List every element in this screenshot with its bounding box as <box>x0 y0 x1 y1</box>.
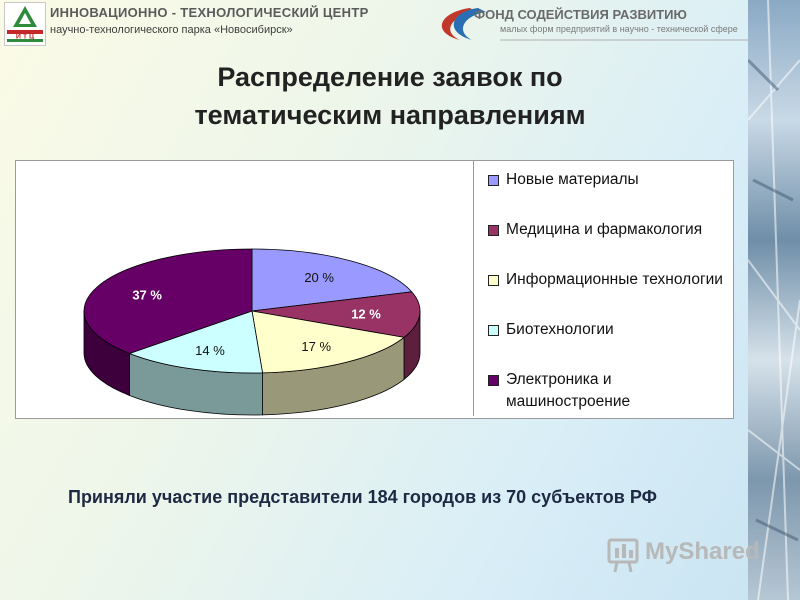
legend-label: Медицина и фармакология <box>506 221 703 238</box>
legend-swatch <box>488 325 499 336</box>
legend-swatch <box>488 225 499 236</box>
decorative-side-image <box>748 0 800 600</box>
itc-logo: И Т Ц <box>4 2 46 46</box>
fund-logo-swoosh <box>441 8 748 41</box>
legend-swatch <box>488 375 499 386</box>
logo-lettering: И Т Ц <box>16 34 35 41</box>
slide-title-line-2: тематическим направлениям <box>194 100 586 130</box>
myshared-watermark-text: MyShared <box>645 538 760 565</box>
pie-slice-информационные-технологии <box>251 310 405 374</box>
data-label-электроника-и-машиностроение: 37 % <box>132 287 162 302</box>
pie-slice-новые-материалы <box>251 248 413 312</box>
legend-label: Электроника и машиностроение <box>506 371 631 410</box>
fund-title: ФОНД СОДЕЙСТВИЯ РАЗВИТИЮ <box>474 7 687 22</box>
legend-label: Новые материалы <box>506 171 639 188</box>
myshared-watermark-icon <box>607 538 639 573</box>
pie-slice-биотехнологии <box>128 310 264 374</box>
data-label-информационные-технологии: 17 % <box>301 339 331 354</box>
pie-slice-медицина-и-фармакология <box>251 291 421 338</box>
organization-title: ИННОВАЦИОННО - ТЕХНОЛОГИЧЕСКИЙ ЦЕНТР <box>50 5 369 20</box>
legend-label: Информационные технологии <box>506 271 723 288</box>
slide-title: Распределение заявок по тематическим нап… <box>110 58 670 134</box>
data-label-биотехнологии: 14 % <box>195 343 225 358</box>
data-label-новые-материалы: 20 % <box>304 270 334 285</box>
footer-summary: Приняли участие представители 184 городо… <box>68 487 657 507</box>
chart-legend: Новые материалы Медицина и фармакология Ин… <box>473 161 732 416</box>
data-label-медицина-и-фармакология: 12 % <box>351 307 381 322</box>
header: И Т Ц ИННОВАЦИОННО - ТЕХНОЛОГИЧЕСКИЙ ЦЕН… <box>0 0 800 46</box>
legend-swatch <box>488 275 499 286</box>
fund-subtitle: малых форм предприятий в научно - технич… <box>500 24 738 34</box>
legend-label: Биотехнологии <box>506 321 614 338</box>
pie-slice-электроника-и-машиностроение <box>83 248 253 354</box>
pie-chart: 20 % 12 % 17 % 14 % 37 % <box>83 248 421 416</box>
legend-swatch <box>488 175 499 186</box>
slide-title-line-1: Распределение заявок по <box>217 62 563 92</box>
organization-subtitle: научно-технологического парка «Новосибир… <box>50 24 293 36</box>
